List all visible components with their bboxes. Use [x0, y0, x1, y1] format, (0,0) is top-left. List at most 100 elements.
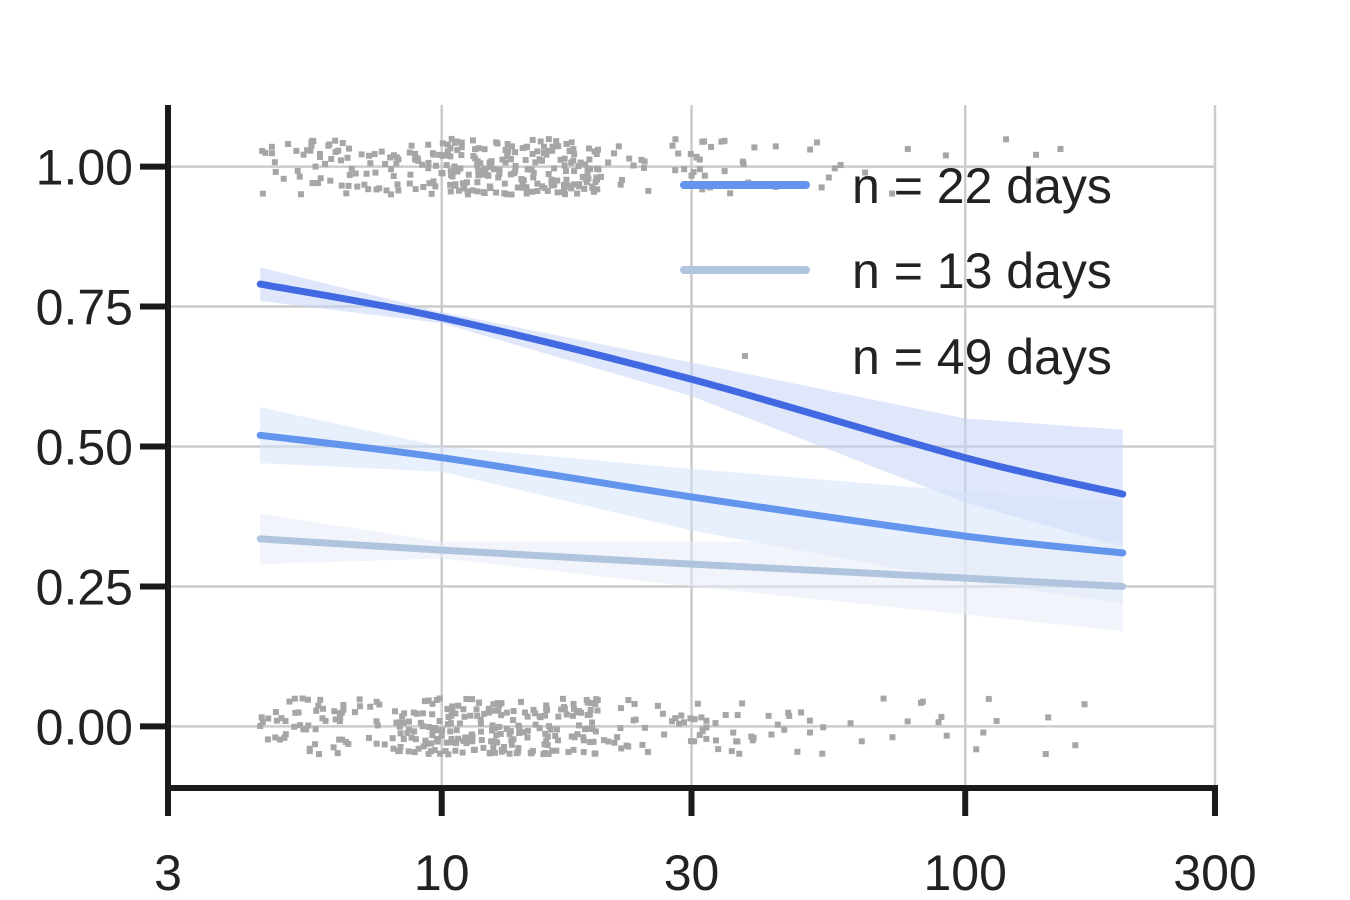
- scatter-point: [373, 718, 380, 725]
- scatter-point: [521, 709, 528, 716]
- scatter-point: [563, 711, 570, 718]
- scatter-point: [681, 166, 688, 173]
- scatter-point: [412, 186, 419, 193]
- scatter-point: [727, 190, 734, 197]
- scatter-point: [358, 151, 365, 158]
- scatter-point: [590, 738, 597, 745]
- scatter-point: [551, 165, 558, 172]
- scatter-point: [487, 749, 494, 756]
- scatter-point: [534, 187, 541, 194]
- scatter-point: [589, 183, 596, 190]
- scatter-point: [373, 698, 380, 705]
- scatter-point: [491, 707, 498, 714]
- scatter-point: [449, 703, 456, 710]
- scatter-point: [312, 163, 319, 170]
- scatter-point: [515, 745, 522, 752]
- scatter-point: [345, 145, 352, 152]
- scatter-point: [1042, 751, 1049, 758]
- scatter-point: [394, 181, 401, 188]
- scatter-point: [257, 722, 264, 729]
- scatter-point: [496, 723, 503, 730]
- scatter-point: [736, 750, 743, 757]
- scatter-point: [429, 700, 436, 707]
- scatter-point: [490, 744, 497, 751]
- scatter-point: [699, 186, 706, 193]
- scatter-point: [425, 697, 432, 704]
- scatter-point: [672, 715, 679, 722]
- scatter-point: [548, 176, 555, 183]
- scatter-point: [571, 151, 578, 158]
- scatter-point: [390, 745, 397, 752]
- scatter-point: [708, 143, 715, 150]
- scatter-point: [373, 740, 380, 747]
- scatter-point: [676, 720, 683, 727]
- scatter-point: [461, 713, 468, 720]
- scatter-point: [515, 722, 522, 729]
- scatter-point: [512, 167, 519, 174]
- scatter-point: [523, 184, 530, 191]
- scatter-point: [703, 735, 710, 742]
- scatter-point: [577, 159, 584, 166]
- scatter-point: [715, 746, 722, 753]
- scatter-point: [569, 712, 576, 719]
- scatter-point: [985, 695, 992, 702]
- scatter-point: [481, 146, 488, 153]
- scatter-point: [993, 717, 1000, 724]
- scatter-point: [582, 175, 589, 182]
- scatter-point: [496, 166, 503, 173]
- scatter-point: [559, 695, 566, 702]
- scatter-point: [718, 138, 725, 145]
- scatter-point: [272, 734, 279, 741]
- scatter-point: [565, 748, 572, 755]
- scatter-point: [730, 729, 737, 736]
- scatter-point: [326, 141, 333, 148]
- scatter-point: [584, 165, 591, 172]
- scatter-point: [444, 721, 451, 728]
- scatter-point: [477, 716, 484, 723]
- scatter-point: [654, 702, 661, 709]
- scatter-point: [438, 732, 445, 739]
- scatter-point: [598, 173, 605, 180]
- scatter-point: [444, 705, 451, 712]
- scatter-point: [432, 183, 439, 190]
- scatter-point: [691, 716, 698, 723]
- scatter-point: [447, 145, 454, 152]
- scatter-point: [541, 185, 548, 192]
- scatter-point: [520, 184, 527, 191]
- scatter-point: [419, 161, 426, 168]
- scatter-point: [437, 750, 444, 757]
- scatter-point: [943, 732, 950, 739]
- scatter-point: [545, 136, 552, 143]
- scatter-point: [475, 145, 482, 152]
- scatter-point: [529, 136, 536, 143]
- scatter-point: [469, 738, 476, 745]
- scatter-point: [457, 165, 464, 172]
- scatter-point: [942, 152, 949, 159]
- scatter-point: [904, 146, 911, 153]
- scatter-point: [523, 190, 530, 197]
- scatter-point: [308, 139, 315, 146]
- scatter-point: [297, 722, 304, 729]
- scatter-point: [414, 155, 421, 162]
- scatter-point: [429, 711, 436, 718]
- scatter-point: [489, 722, 496, 729]
- scatter-point: [459, 749, 466, 756]
- scatter-point: [564, 182, 571, 189]
- axes: 0.00 0.25 0.50 0.75 1.00 3 10 30 100 300: [36, 105, 1257, 900]
- scatter-point: [340, 706, 347, 713]
- scatter-point: [554, 189, 561, 196]
- scatter-point: [532, 710, 539, 717]
- scatter-point: [429, 727, 436, 734]
- scatter-point: [819, 750, 826, 757]
- scatter-point: [354, 183, 361, 190]
- scatter-point: [312, 726, 319, 733]
- scatter-point: [396, 723, 403, 730]
- scatter-point: [336, 718, 343, 725]
- scatter-point: [405, 726, 412, 733]
- scatter-point: [631, 700, 638, 707]
- scatter-point: [696, 156, 703, 163]
- scatter-point: [295, 709, 302, 716]
- scatter-point: [555, 713, 562, 720]
- scatter-point: [315, 180, 322, 187]
- scatter-point: [408, 142, 415, 149]
